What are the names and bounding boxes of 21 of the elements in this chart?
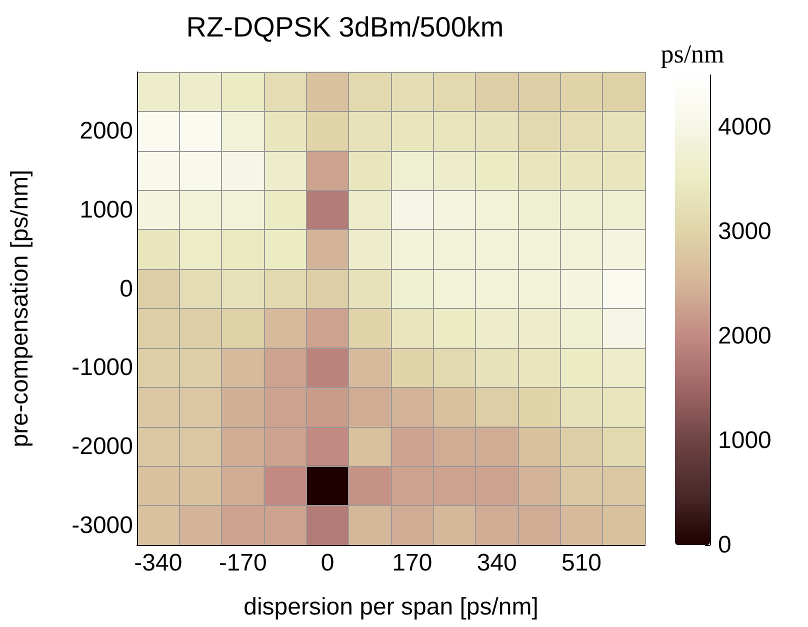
color-bar-label: 2000 bbox=[718, 322, 772, 350]
color-bar-label: 0 bbox=[718, 532, 732, 558]
x-tick-label: 170 bbox=[392, 550, 432, 576]
y-tick-label: 1000 bbox=[80, 196, 133, 224]
color-bar-label: 1000 bbox=[718, 427, 772, 454]
color-bar-label: 3000 bbox=[718, 218, 772, 246]
x-tick-label: 340 bbox=[476, 550, 517, 576]
x-tick-label: 0 bbox=[320, 550, 334, 576]
y-tick-label: -2000 bbox=[72, 432, 133, 460]
color-bar-label: 4000 bbox=[718, 114, 772, 141]
x-tick-label: -170 bbox=[218, 550, 267, 576]
color-bar-title: ps/nm bbox=[660, 40, 724, 68]
y-tick-label: 2000 bbox=[80, 118, 133, 145]
y-axis-title: pre-compensation [ps/nm] bbox=[6, 170, 34, 448]
y-tick-label: -1000 bbox=[72, 354, 133, 382]
y-tick-label: 0 bbox=[120, 275, 133, 302]
x-axis-title: dispersion per span [ps/nm] bbox=[244, 594, 538, 620]
y-tick-label: -3000 bbox=[72, 512, 133, 539]
x-tick-label: 510 bbox=[561, 550, 602, 576]
chart-title: RZ-DQPSK 3dBm/500km bbox=[186, 12, 504, 42]
x-tick-label: -340 bbox=[134, 550, 182, 576]
